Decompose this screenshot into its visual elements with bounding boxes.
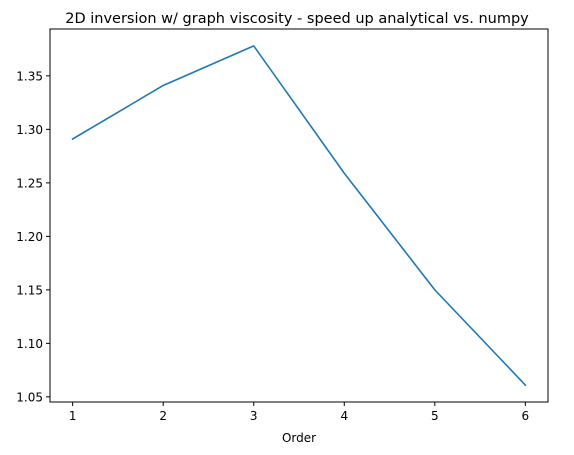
y-tick-label: 1.15 <box>16 283 43 297</box>
series-line <box>71 45 527 387</box>
y-tick-label: 1.35 <box>16 69 43 83</box>
axes-frame <box>49 28 549 403</box>
x-tick-label: 4 <box>340 409 348 423</box>
y-tick-label: 1.20 <box>16 230 43 244</box>
y-tick-label: 1.05 <box>16 390 43 404</box>
y-tick-label: 1.10 <box>16 337 43 351</box>
x-tick-label: 3 <box>250 409 258 423</box>
x-tick-label: 6 <box>522 409 530 423</box>
x-axis-title: Order <box>282 431 316 445</box>
x-tick-label: 5 <box>431 409 439 423</box>
plot-area: 1 2 3 4 5 6 1.05 1.10 1.15 1.20 1.25 1.30 1.35 <box>16 28 549 423</box>
x-tick-label: 1 <box>69 409 77 423</box>
y-tick-label: 1.30 <box>16 123 43 137</box>
x-tick-label: 2 <box>159 409 167 423</box>
chart-title: 2D inversion w/ graph viscosity - speed … <box>65 11 529 27</box>
y-tick-label: 1.25 <box>16 176 43 190</box>
